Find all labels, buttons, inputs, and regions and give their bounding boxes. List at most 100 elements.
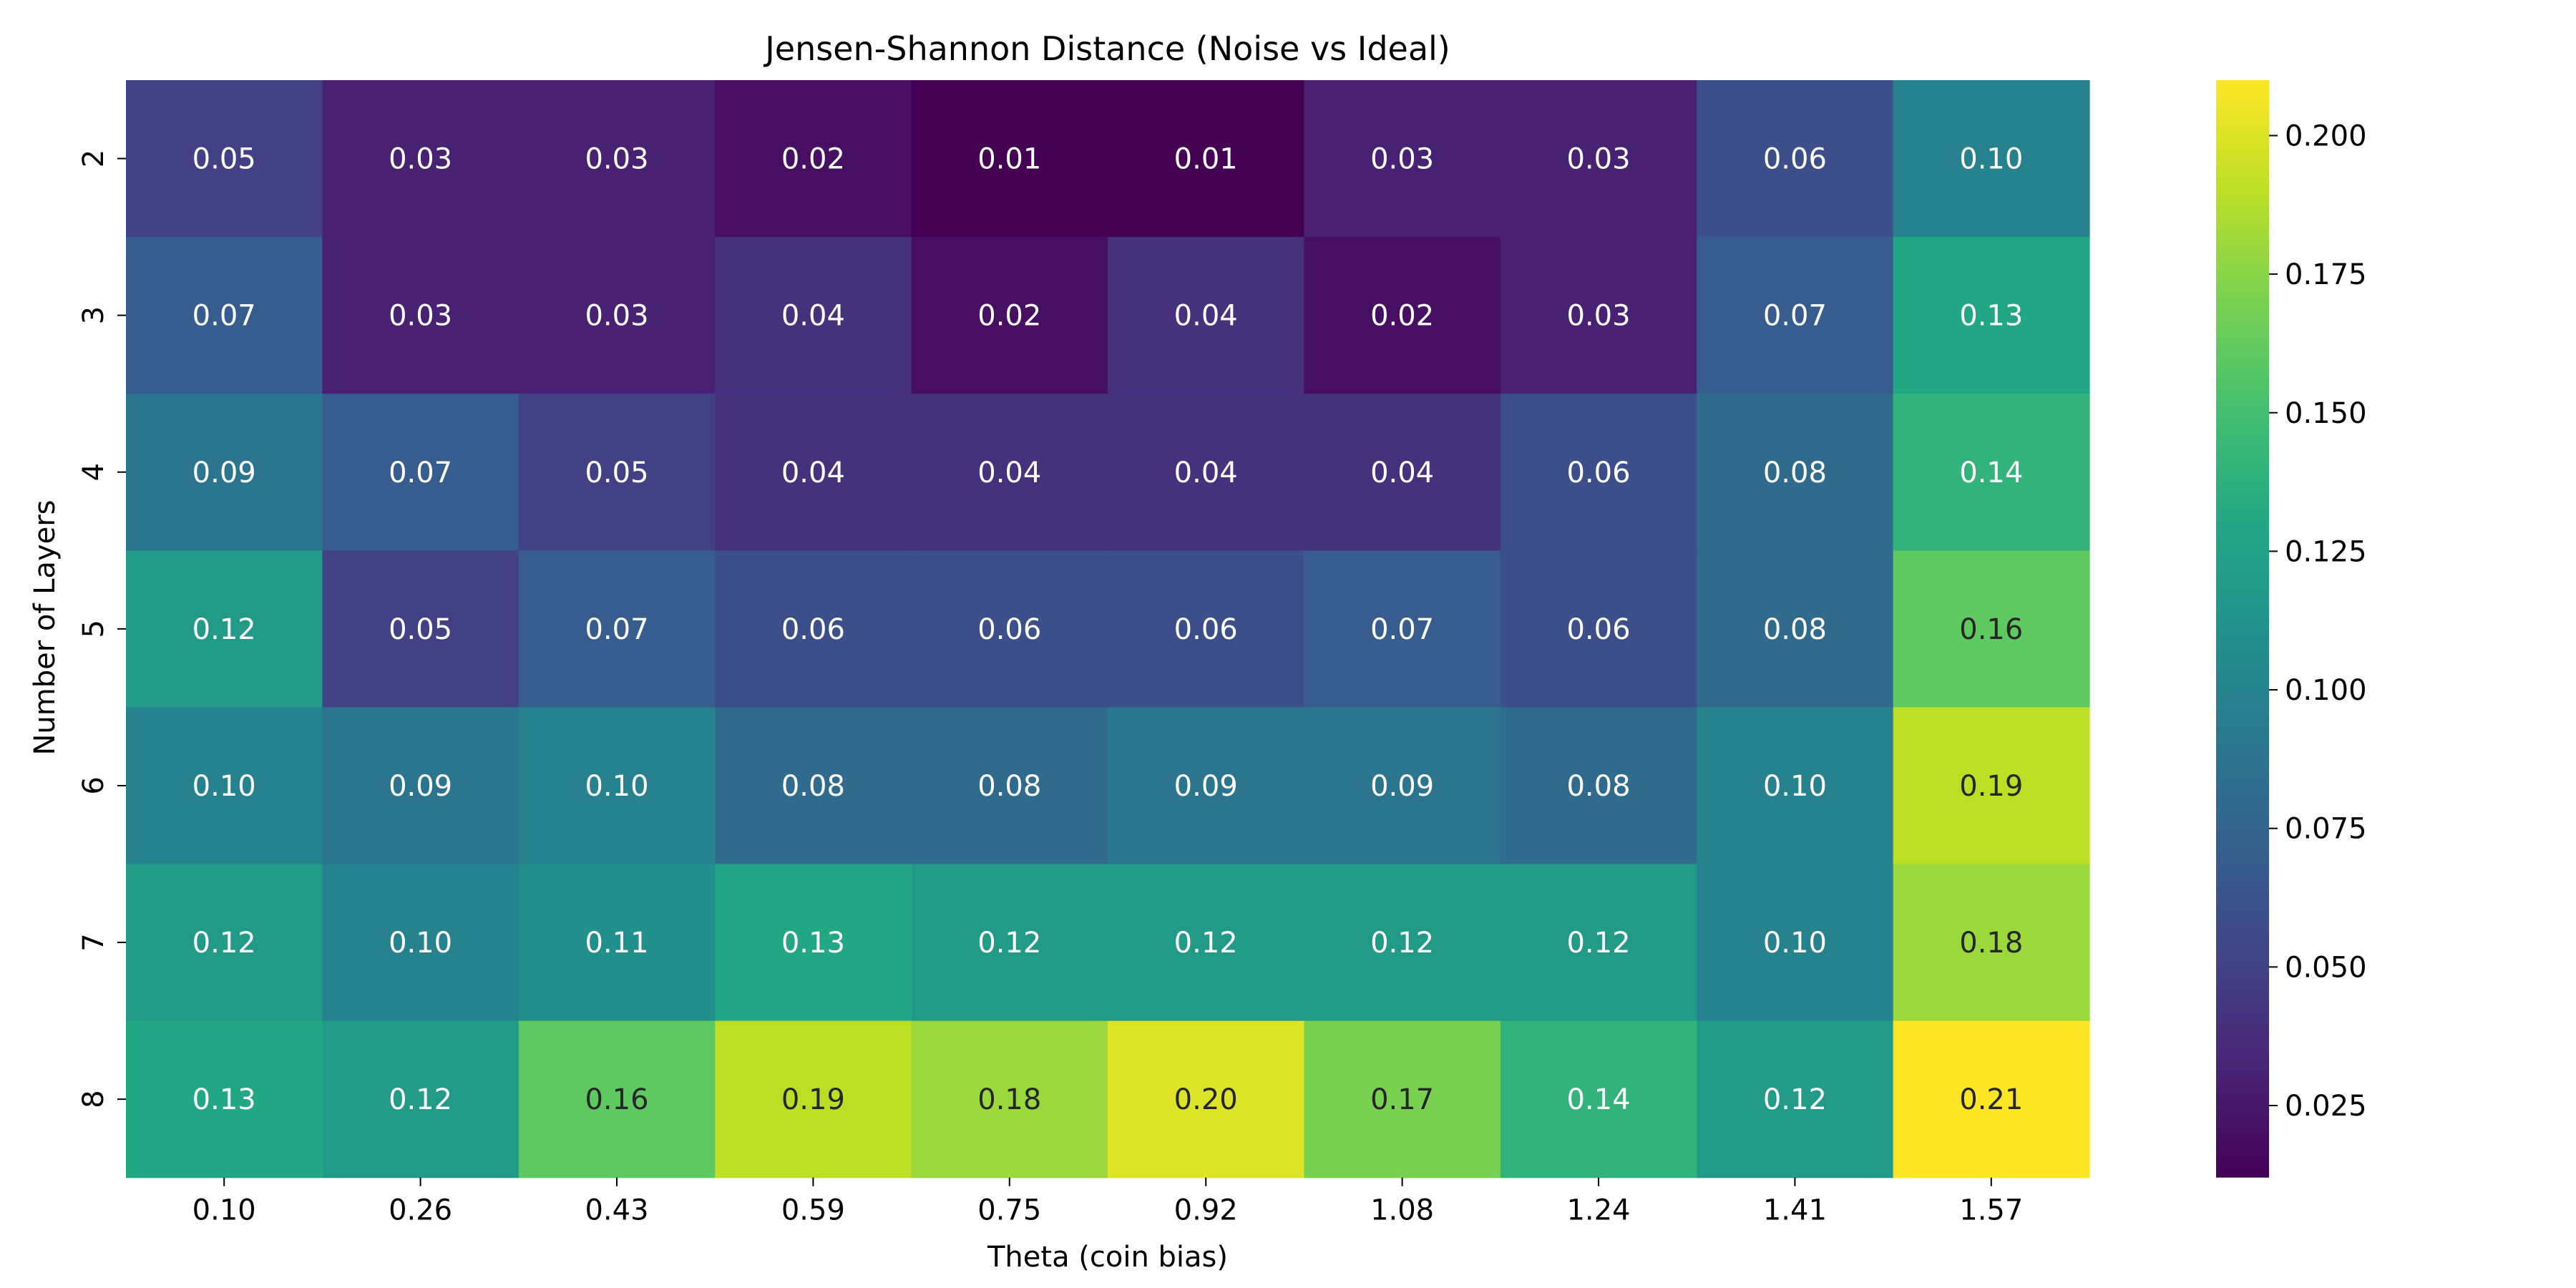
cell-value-label: 0.08 [977, 770, 1041, 803]
cell-value-label: 0.18 [1959, 927, 2023, 960]
cell-value-label: 0.03 [1370, 143, 1434, 176]
heatmap-cell [126, 80, 323, 238]
cell-value-label: 0.10 [389, 927, 452, 960]
heatmap-cell [1304, 864, 1501, 1022]
cell-value-label: 0.02 [781, 143, 845, 176]
heatmap-cell [518, 707, 716, 865]
cell-value-label: 0.04 [1174, 300, 1238, 333]
cell-value-label: 0.07 [585, 613, 648, 646]
heatmap-cell [1304, 80, 1501, 238]
cell-value-label: 0.06 [1174, 613, 1238, 646]
cell-value-label: 0.07 [192, 300, 256, 333]
heatmap-cell [1108, 80, 1304, 238]
colorbar-tick-label: 0.150 [2285, 397, 2367, 430]
heatmap-cell [715, 864, 912, 1022]
cell-value-label: 0.09 [192, 457, 256, 489]
heatmap-cell [126, 394, 323, 551]
heatmap-cell [715, 550, 912, 708]
heatmap-cell [518, 1020, 716, 1179]
heatmap-cell [911, 237, 1108, 394]
heatmap-cell [1304, 237, 1501, 394]
heatmap-cell [1304, 550, 1501, 708]
heatmap-cell [322, 550, 519, 708]
cell-value-label: 0.08 [1763, 457, 1827, 489]
colorbar-tick-label: 0.200 [2285, 119, 2367, 152]
cell-value-label: 0.03 [1566, 300, 1630, 333]
heatmap-cell [911, 80, 1108, 238]
heatmap-cell [126, 707, 323, 865]
x-tick-label: 1.41 [1763, 1194, 1827, 1227]
chart-title: Jensen-Shannon Distance (Noise vs Ideal) [763, 29, 1450, 68]
heatmap-cell [322, 707, 519, 865]
heatmap-cell [1108, 707, 1304, 865]
x-tick-label: 1.24 [1566, 1194, 1630, 1227]
y-axis-label: Number of Layers [29, 499, 62, 755]
heatmap-cell [518, 237, 716, 394]
heatmap-cell [1893, 237, 2090, 394]
cell-value-label: 0.12 [1174, 927, 1238, 960]
cell-value-label: 0.12 [389, 1083, 452, 1116]
heatmap-cell [1108, 394, 1304, 551]
cell-value-label: 0.08 [1566, 770, 1630, 803]
colorbar-tick-label: 0.100 [2285, 674, 2367, 707]
heatmap-cell [126, 550, 323, 708]
heatmap-cell [1108, 550, 1304, 708]
cell-value-label: 0.06 [1566, 613, 1630, 646]
cell-value-label: 0.12 [192, 613, 256, 646]
heatmap-cell [518, 80, 716, 238]
y-tick-label: 5 [77, 620, 110, 638]
heatmap-cell [715, 394, 912, 551]
cell-value-label: 0.02 [1370, 300, 1434, 333]
cell-value-label: 0.12 [1566, 927, 1630, 960]
heatmap-cell [126, 1020, 323, 1179]
cell-value-label: 0.06 [781, 613, 845, 646]
cell-value-label: 0.07 [389, 457, 452, 489]
heatmap-cell [1893, 707, 2090, 865]
colorbar-tick-label: 0.125 [2285, 535, 2367, 568]
heatmap-cell [518, 394, 716, 551]
x-tick-label: 0.43 [585, 1194, 648, 1227]
cell-value-label: 0.05 [192, 143, 256, 176]
heatmap-cell [1697, 394, 1894, 551]
cell-value-label: 0.13 [192, 1083, 256, 1116]
heatmap-cells: 0.05 0.03 0.03 0.02 0.01 0.01 0.03 0.03 0.06 0.10… [126, 80, 2090, 1179]
heatmap-cell [1893, 550, 2090, 708]
y-tick-label: 2 [77, 150, 110, 167]
heatmap-cell [126, 864, 323, 1022]
cell-value-label: 0.09 [1174, 770, 1238, 803]
x-axis: 0.10 0.26 0.43 0.59 0.75 0.92 1.08 1.24 1.41 1.57 [192, 1177, 2023, 1227]
heatmap-cell [1500, 237, 1697, 394]
cell-value-label: 0.17 [1370, 1083, 1434, 1116]
cell-value-label: 0.12 [192, 927, 256, 960]
cell-value-label: 0.14 [1566, 1083, 1630, 1116]
x-tick-label: 0.59 [781, 1194, 845, 1227]
cell-value-label: 0.04 [781, 300, 845, 333]
cell-value-label: 0.06 [977, 613, 1041, 646]
cell-value-label: 0.03 [585, 300, 648, 333]
cell-value-label: 0.16 [585, 1083, 648, 1116]
heatmap-cell [1697, 550, 1894, 708]
heatmap-cell [911, 864, 1108, 1022]
y-tick-label: 3 [77, 306, 110, 324]
cell-value-label: 0.08 [781, 770, 845, 803]
cell-value-label: 0.01 [1174, 143, 1238, 176]
y-tick-label: 8 [77, 1090, 110, 1108]
y-axis: 2 3 4 5 6 7 8 [77, 150, 126, 1108]
cell-value-label: 0.12 [977, 927, 1041, 960]
heatmap-cell [911, 394, 1108, 551]
heatmap-cell [1893, 80, 2090, 238]
heatmap-cell [715, 707, 912, 865]
x-tick-label: 1.08 [1370, 1194, 1434, 1227]
heatmap-cell [1304, 707, 1501, 865]
heatmap-cell [911, 1020, 1108, 1179]
cell-value-label: 0.05 [389, 613, 452, 646]
cell-value-label: 0.03 [585, 143, 648, 176]
heatmap-cell [1108, 237, 1304, 394]
cell-value-label: 0.13 [781, 927, 845, 960]
cell-value-label: 0.04 [781, 457, 845, 489]
cell-value-label: 0.10 [1959, 143, 2023, 176]
heatmap-cell [322, 1020, 519, 1179]
cell-value-label: 0.06 [1566, 457, 1630, 489]
heatmap-cell [1697, 80, 1894, 238]
